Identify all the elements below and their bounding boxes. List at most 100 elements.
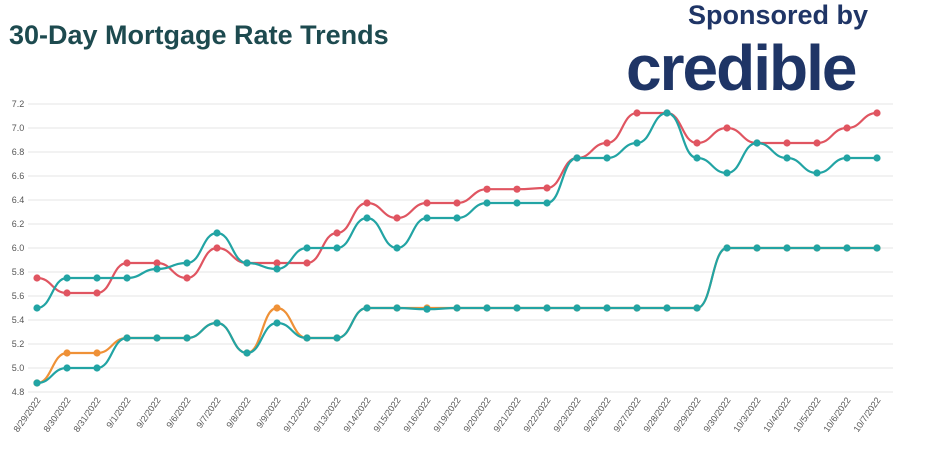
data-point (333, 229, 341, 237)
data-point (153, 259, 161, 267)
y-tick-label: 7.0 (12, 123, 25, 133)
data-point (483, 185, 491, 193)
data-point (783, 154, 791, 162)
data-point (723, 244, 731, 252)
data-point (543, 304, 551, 312)
y-tick-label: 5.6 (12, 291, 25, 301)
data-point (123, 334, 131, 342)
data-point (33, 274, 41, 282)
data-point (63, 289, 71, 297)
data-point (363, 304, 371, 312)
x-tick-label: 9/8/2022 (224, 395, 252, 429)
data-point (93, 349, 101, 357)
y-tick-label: 6.0 (12, 243, 25, 253)
series-layer (33, 109, 881, 387)
data-point (573, 154, 581, 162)
data-point (723, 124, 731, 132)
x-tick-label: 9/28/2022 (641, 395, 672, 434)
x-tick-label: 9/12/2022 (281, 395, 312, 434)
x-tick-label: 8/30/2022 (41, 395, 72, 434)
data-point (573, 304, 581, 312)
data-point (843, 154, 851, 162)
x-tick-label: 9/22/2022 (521, 395, 552, 434)
data-point (603, 139, 611, 147)
grid-layer (28, 103, 893, 393)
x-tick-label: 9/23/2022 (551, 395, 582, 434)
data-point (153, 334, 161, 342)
brand-logo: credible (626, 32, 857, 104)
data-point (393, 214, 401, 222)
y-tick-label: 5.4 (12, 315, 25, 325)
data-point (183, 274, 191, 282)
data-point (213, 319, 221, 327)
data-point (633, 109, 641, 117)
x-tick-label: 9/29/2022 (671, 395, 702, 434)
data-point (363, 214, 371, 222)
x-tick-label: 8/31/2022 (71, 395, 102, 434)
data-point (693, 154, 701, 162)
x-tick-label: 10/5/2022 (791, 395, 822, 434)
data-point (603, 304, 611, 312)
x-tick-label: 9/30/2022 (701, 395, 732, 434)
data-point (723, 169, 731, 177)
y-tick-label: 6.8 (12, 147, 25, 157)
data-point (123, 274, 131, 282)
data-point (813, 244, 821, 252)
data-point (213, 244, 221, 252)
data-point (363, 199, 371, 207)
data-point (603, 154, 611, 162)
data-point (303, 244, 311, 252)
data-point (243, 349, 251, 357)
y-tick-label: 7.2 (12, 99, 25, 109)
x-tick-label: 9/16/2022 (401, 395, 432, 434)
data-point (183, 259, 191, 267)
x-tick-label: 10/7/2022 (851, 395, 882, 434)
data-point (873, 244, 881, 252)
x-tick-label: 9/26/2022 (581, 395, 612, 434)
series-2 (33, 109, 881, 312)
data-point (273, 304, 281, 312)
data-point (783, 244, 791, 252)
data-point (543, 199, 551, 207)
data-point (513, 304, 521, 312)
data-point (273, 319, 281, 327)
y-tick-label: 6.2 (12, 219, 25, 229)
data-point (423, 305, 431, 313)
data-point (423, 199, 431, 207)
x-tick-label: 9/20/2022 (461, 395, 492, 434)
sponsor-label: Sponsored by (688, 0, 869, 30)
x-tick-label: 9/9/2022 (254, 395, 282, 429)
x-tick-label: 9/2/2022 (134, 395, 162, 429)
data-point (483, 199, 491, 207)
data-point (183, 334, 191, 342)
data-point (633, 139, 641, 147)
data-point (393, 244, 401, 252)
x-tick-label: 10/4/2022 (761, 395, 792, 434)
y-tick-label: 5.0 (12, 363, 25, 373)
data-point (483, 304, 491, 312)
data-point (663, 109, 671, 117)
y-axis: 4.8 5.0 5.2 5.4 5.6 5.8 6.0 6.2 6.4 6.6 6.8 7.0 7.2 (12, 99, 25, 397)
data-point (63, 349, 71, 357)
data-point (543, 184, 551, 192)
x-tick-label: 10/6/2022 (821, 395, 852, 434)
data-point (873, 109, 881, 117)
data-point (153, 265, 161, 273)
y-tick-label: 4.8 (12, 387, 25, 397)
data-point (693, 304, 701, 312)
data-point (783, 139, 791, 147)
x-tick-label: 9/19/2022 (431, 395, 462, 434)
data-point (63, 364, 71, 372)
x-tick-label: 9/27/2022 (611, 395, 642, 434)
y-tick-label: 5.2 (12, 339, 25, 349)
data-point (123, 259, 131, 267)
data-point (303, 259, 311, 267)
data-point (93, 274, 101, 282)
data-point (423, 214, 431, 222)
data-point (213, 229, 221, 237)
data-point (393, 304, 401, 312)
data-point (33, 304, 41, 312)
series-3 (33, 244, 881, 387)
y-tick-label: 6.6 (12, 171, 25, 181)
